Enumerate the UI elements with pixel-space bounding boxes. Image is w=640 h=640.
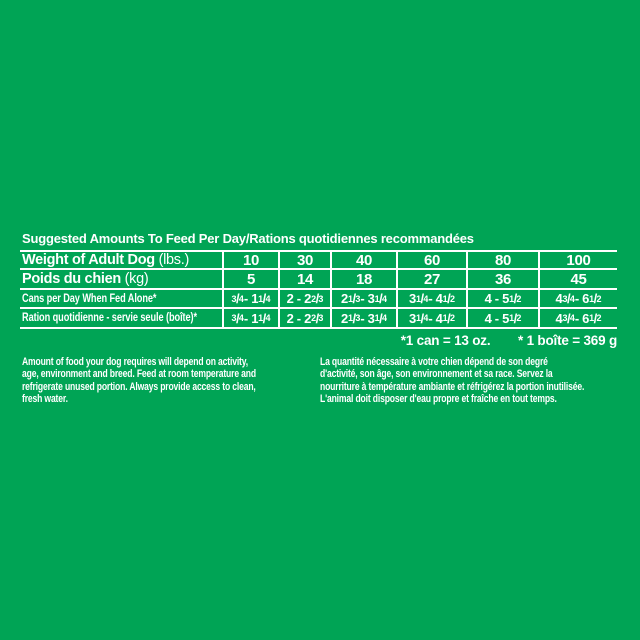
- row-weight-lbs-label-bold: Weight of Adult Dog: [22, 252, 155, 268]
- weight-lbs-value: 30: [278, 252, 330, 270]
- row-weight-kg-label-unit: (kg): [124, 271, 149, 287]
- serving-size-notes: *1 can = 13 oz. * 1 boîte = 369 g: [20, 333, 617, 348]
- ration-quotidienne-value: 2 1/3 - 3 1/4: [330, 309, 396, 329]
- cans-per-day-value: 3/4 - 1 1/4: [222, 290, 278, 309]
- weight-kg-value: 27: [396, 270, 466, 290]
- cans-per-day-value: 4 3/4 - 6 1/2: [538, 290, 617, 309]
- row-weight-kg-label-bold: Poids du chien: [22, 271, 121, 287]
- weight-lbs-value: 60: [396, 252, 466, 270]
- cans-per-day-value: 2 - 2 2/3: [278, 290, 330, 309]
- boite-size-note: * 1 boîte = 369 g: [517, 333, 617, 348]
- feeding-instructions-french: La quantité nécessaire à votre chien dép…: [320, 356, 585, 405]
- weight-lbs-value: 80: [466, 252, 538, 270]
- ration-quotidienne-value: 2 - 2 2/3: [278, 309, 330, 329]
- can-size-note: *1 can = 13 oz.: [400, 333, 491, 348]
- weight-kg-value: 5: [222, 270, 278, 290]
- weight-kg-value: 36: [466, 270, 538, 290]
- row-ration-quotidienne-label: Ration quotidienne - servie seule (boîte…: [20, 309, 222, 329]
- row-weight-lbs-label-unit: (lbs.): [158, 252, 190, 268]
- weight-kg-value: 45: [538, 270, 617, 290]
- cans-per-day-value: 2 1/3 - 3 1/4: [330, 290, 396, 309]
- feeding-instructions-english: Amount of food your dog requires will de…: [22, 356, 256, 405]
- weight-kg-value: 18: [330, 270, 396, 290]
- weight-lbs-value: 10: [222, 252, 278, 270]
- weight-kg-value: 14: [278, 270, 330, 290]
- ration-quotidienne-value: 3 1/4 - 4 1/2: [396, 309, 466, 329]
- ration-quotidienne-value: 4 - 5 1/2: [466, 309, 538, 329]
- row-weight-kg-label: Poids du chien (kg): [20, 270, 222, 290]
- weight-lbs-value: 100: [538, 252, 617, 270]
- ration-quotidienne-value: 3/4 - 1 1/4: [222, 309, 278, 329]
- row-weight-lbs-label: Weight of Adult Dog (lbs.): [20, 252, 222, 270]
- weight-lbs-value: 40: [330, 252, 396, 270]
- cans-per-day-value: 3 1/4 - 4 1/2: [396, 290, 466, 309]
- feeding-guide-title: Suggested Amounts To Feed Per Day/Ration…: [22, 231, 474, 246]
- row-cans-per-day-label: Cans per Day When Fed Alone*: [20, 290, 222, 309]
- cans-per-day-value: 4 - 5 1/2: [466, 290, 538, 309]
- ration-quotidienne-value: 4 3/4 - 6 1/2: [538, 309, 617, 329]
- feeding-table: Weight of Adult Dog (lbs.) 10 30 40 60 8…: [20, 250, 617, 329]
